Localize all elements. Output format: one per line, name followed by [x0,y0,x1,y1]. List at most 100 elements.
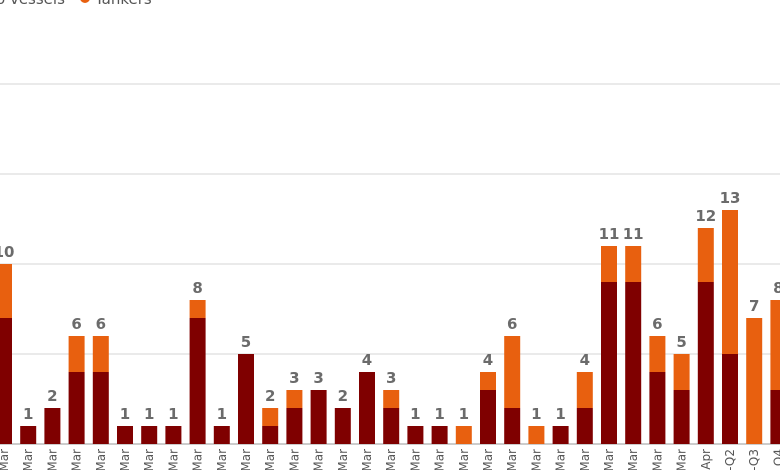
bar-segment-tankers [625,246,642,282]
bar-total-label: 12 [695,207,716,225]
bar-segment-other [68,372,85,444]
bar-segment-tankers [0,264,12,318]
bar-total-label: 1 [434,405,444,423]
x-tick-label: Mar [626,449,640,470]
x-tick-label: Mar [142,449,156,470]
bar-segment-tankers [68,336,85,372]
bar-total-label: 4 [580,351,590,369]
bar-total-label: 6 [507,315,517,333]
x-tick-label: -Q3 [747,449,761,470]
bar-segment-other [359,372,375,444]
bar-segment-other [383,408,400,444]
bar-segment-tankers [649,336,666,372]
bar-total-label: 1 [217,405,227,423]
bar-total-label: 3 [289,369,299,387]
bar-total-label: 5 [241,333,251,351]
bar-total-label: 11 [599,225,620,243]
x-tick-label: Mar [45,449,59,470]
x-tick-label: Mar [602,449,616,470]
x-tick-label: Mar [578,449,592,470]
x-tick-label: Mar [70,449,84,470]
bar-segment-other [601,282,617,444]
bar-total-label: 1 [23,405,33,423]
bar-segment-tankers [576,372,593,408]
bar-segment-other [310,390,327,444]
x-tick-label: Mar [166,449,180,470]
bar-total-label: 4 [483,351,493,369]
bar-segment-other [141,426,158,444]
bar-segment-other [0,318,12,444]
bar-segment-tankers [722,210,738,354]
bar-total-label: 1 [555,405,565,423]
x-tick-label: Mar [360,449,374,470]
bar-total-label: 1 [531,405,541,423]
x-tick-label: Mar [481,449,495,470]
x-tick-label: Mar [312,449,326,470]
bar-segment-tankers [286,390,303,408]
bar-segment-other [262,426,279,444]
bar-total-label: 1 [144,405,154,423]
bar-segment-other [213,426,230,444]
bar-segment-other [334,408,351,444]
bar-segment-other [552,426,569,444]
x-tick-label: Mar [215,449,229,470]
bar-total-label: 3 [386,369,396,387]
bar-segment-other [92,372,109,444]
bar-total-label: 13 [720,189,741,207]
bar-segment-other [189,318,206,444]
x-tick-label: Mar [94,449,108,470]
bar-total-label: 11 [623,225,644,243]
bar-segment-tankers [770,300,780,390]
bar-total-label: 1 [410,405,420,423]
bar-total-label: 6 [96,315,106,333]
x-tick-label: Mar [650,449,664,470]
bar-segment-tankers [189,300,206,318]
bar-segment-other [480,390,496,444]
x-tick-label: Mar [336,449,350,470]
bar-total-label: 6 [652,315,662,333]
x-tick-label: Mar [457,449,471,470]
bar-total-label: 1 [120,405,130,423]
x-tick-label: Mar [554,449,568,470]
bar-segment-other [722,354,738,444]
bar-total-label: 8 [192,279,202,297]
x-tick-label: Mar [505,449,519,470]
x-tick-label: Mar [21,449,35,470]
legend-label-other: o vessels [0,0,65,8]
bar-total-label: 6 [71,315,81,333]
bar-total-label: 2 [338,387,348,405]
bar-total-label: 5 [676,333,686,351]
bars [0,210,780,444]
bar-total-label: 4 [362,351,372,369]
bar-segment-tankers [528,426,545,444]
x-tick-label: Mar [191,449,205,470]
x-tick-label: Apr [699,449,713,470]
x-tick-label: Mar [118,449,132,470]
bar-segment-other [576,408,593,444]
bar-segment-tankers [697,228,714,282]
bar-segment-tankers [92,336,109,372]
bar-segment-tankers [455,426,472,444]
bar-total-label: 7 [749,297,759,315]
bar-segment-other [20,426,37,444]
bar-total-label: 1 [459,405,469,423]
x-tick-labels: Mar Mar Mar Mar Mar Mar Mar Mar Mar Mar Mar Mar Mar M… [0,449,780,470]
x-tick-label: Mar [384,449,398,470]
bar-segment-other [407,426,424,444]
bar-segment-other [673,390,690,444]
bar-total-label: 3 [313,369,323,387]
bar-total-label: 8 [773,279,780,297]
x-tick-label: Mar [433,449,447,470]
bar-segment-tankers [383,390,400,408]
legend-label-tankers: Tankers [94,0,152,8]
bar-segment-tankers [262,408,279,426]
bar-segment-tankers [746,318,763,444]
bar-segment-other [286,408,303,444]
x-tick-label: Mar [675,449,689,470]
bar-segment-other [625,282,642,444]
x-tick-label: Mar [408,449,422,470]
legend: o vessels Tankers [0,0,152,8]
bar-segment-tankers [601,246,617,282]
bar-segment-other [117,426,133,444]
bar-segment-tankers [480,372,496,390]
